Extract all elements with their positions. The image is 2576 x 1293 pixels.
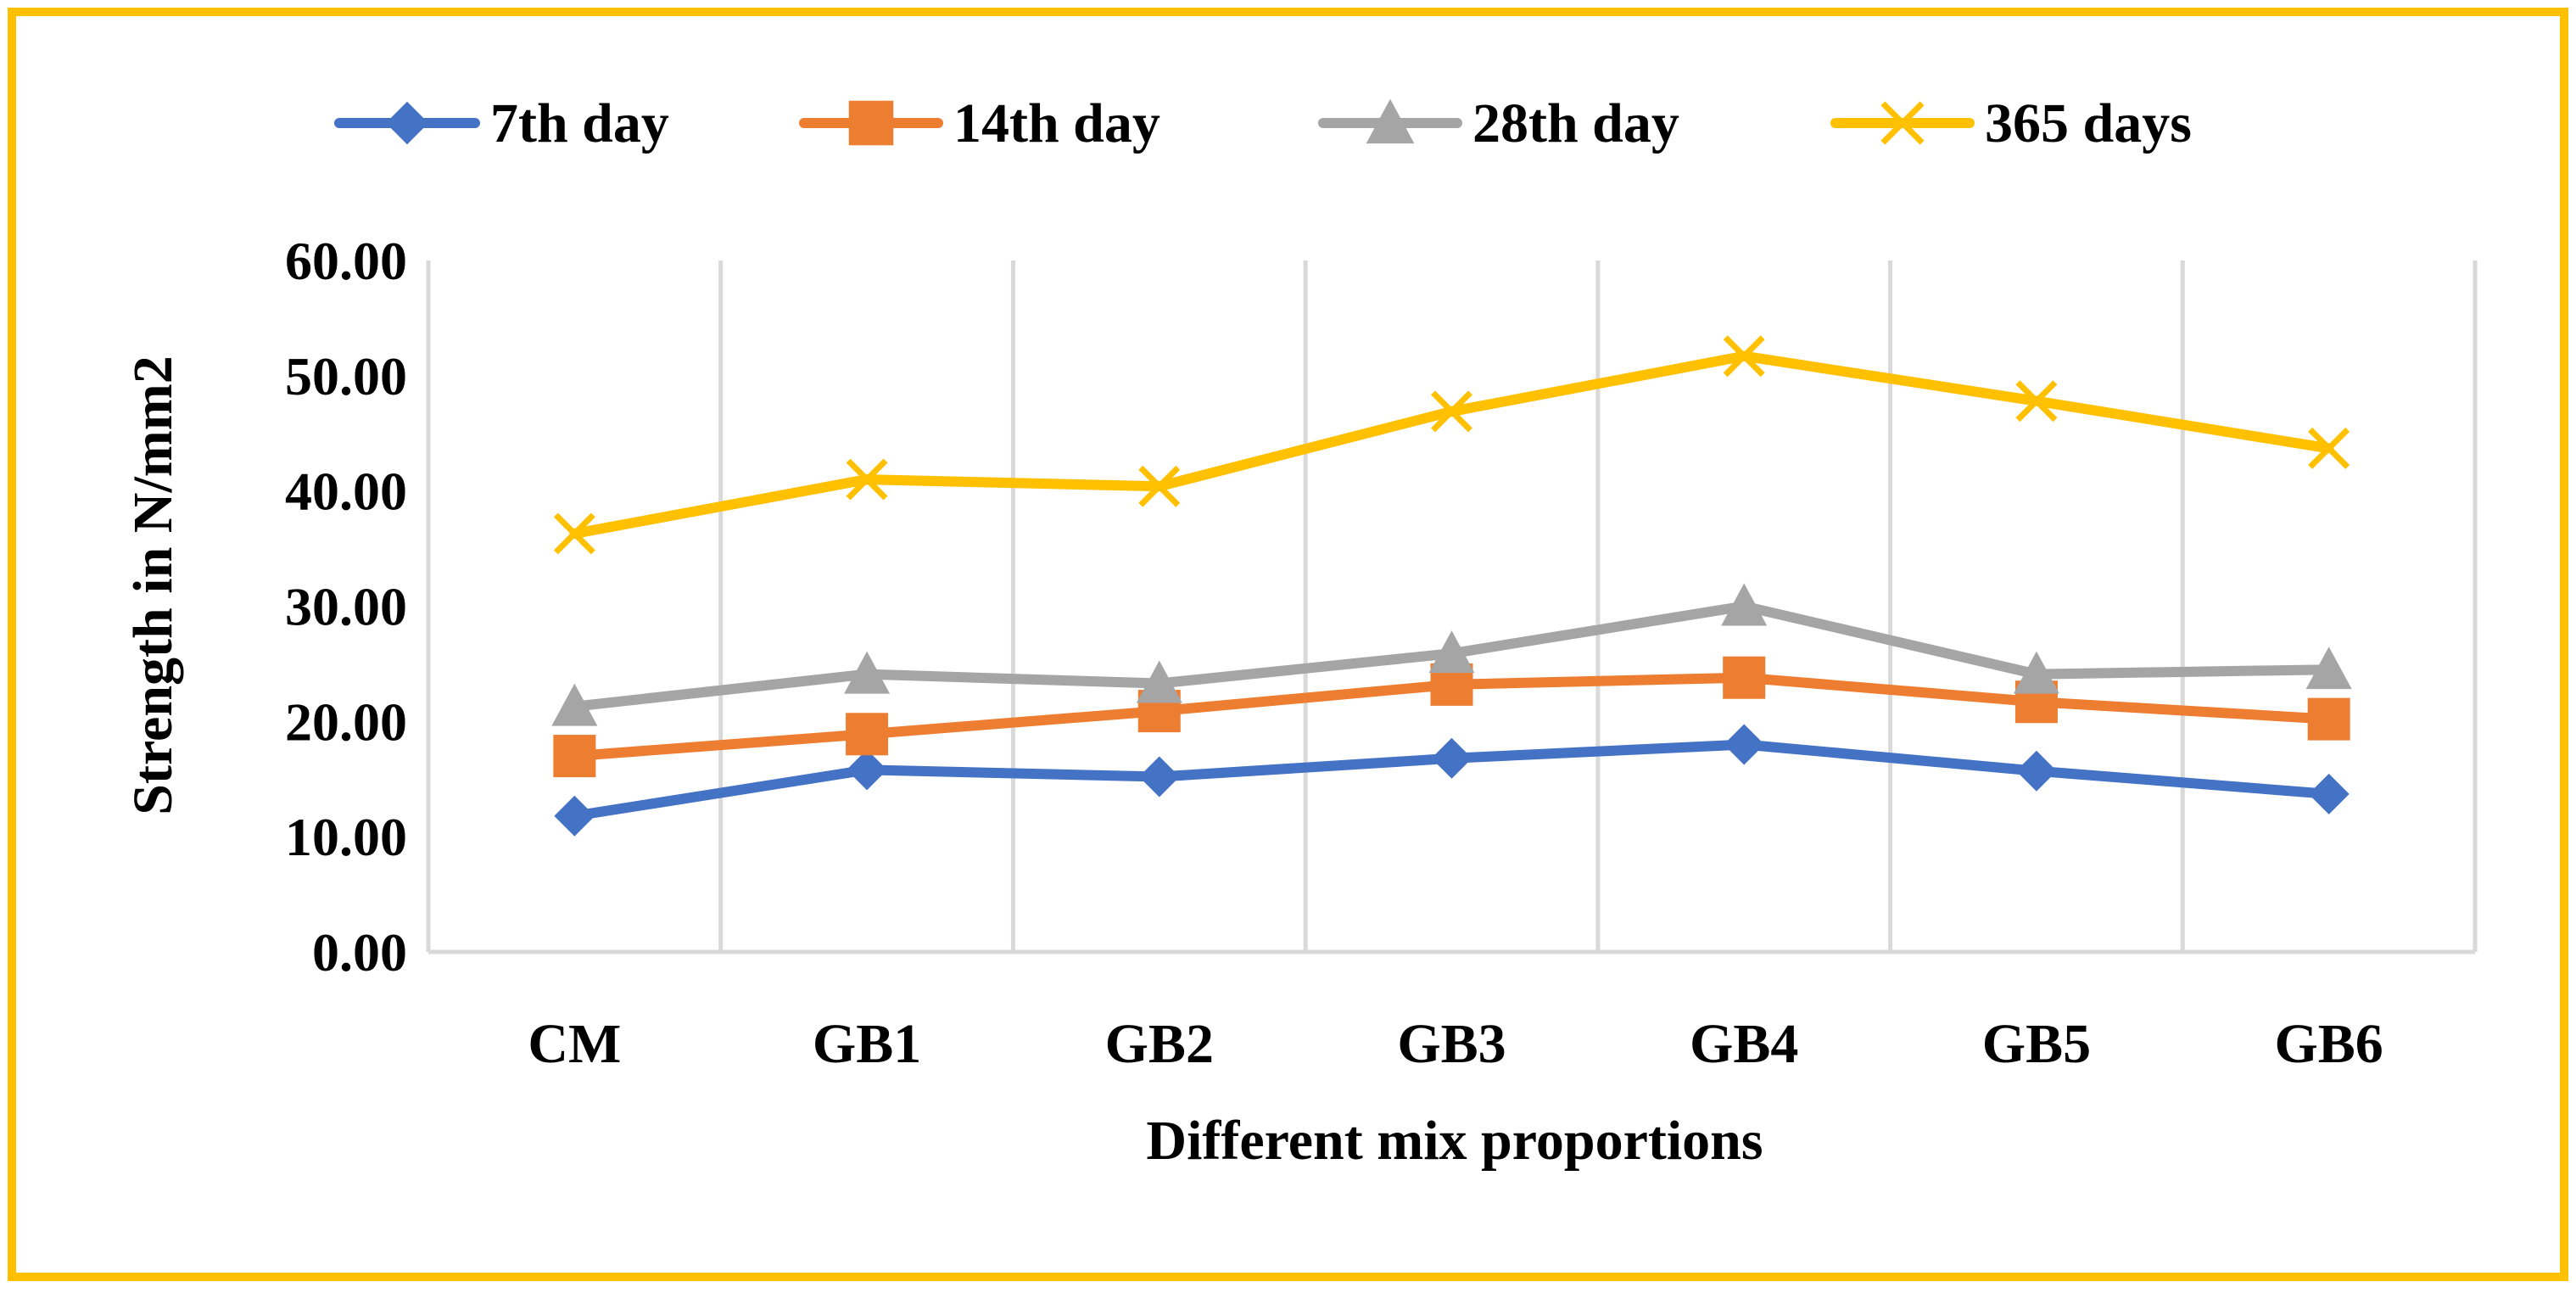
y-tick-label: 20.00 [285, 691, 407, 752]
data-point [2308, 427, 2350, 469]
x-axis-title: Different mix proportions [1146, 1110, 1763, 1172]
legend-marker [848, 100, 894, 146]
data-point [1138, 465, 1181, 507]
data-point [844, 651, 891, 694]
y-tick-label: 50.00 [285, 346, 407, 406]
y-tick-label: 10.00 [285, 807, 407, 867]
data-point [847, 749, 888, 791]
x-tick-label: GB4 [1690, 1013, 1798, 1075]
data-point [846, 713, 889, 756]
series-layer [551, 335, 2352, 837]
data-point [1431, 737, 1472, 779]
y-axis-title: Strength in N/mm2 [122, 355, 184, 814]
legend-item: 365 days [1830, 92, 2192, 154]
legend-marker [1366, 98, 1415, 144]
data-point [1138, 756, 1180, 798]
series-28th-day [551, 583, 2352, 726]
data-point [1431, 390, 1472, 433]
data-point [1136, 660, 1182, 703]
legend-item: 14th day [799, 92, 1160, 154]
data-point [553, 512, 595, 555]
data-point [2015, 750, 2057, 792]
series-365-days [553, 335, 2350, 555]
y-tick-label: 30.00 [285, 577, 407, 637]
legend-marker [1880, 101, 1925, 145]
legend-label: 14th day [953, 92, 1160, 154]
x-tick-label: GB5 [1982, 1013, 2091, 1075]
data-point [1428, 630, 1475, 674]
grid-layer [426, 260, 2478, 952]
legend: 7th day 14th day 28th day 365 days [334, 92, 2192, 154]
data-point [2015, 380, 2058, 423]
y-tick-label: 40.00 [285, 462, 407, 522]
x-tick-label: GB3 [1397, 1013, 1506, 1075]
data-point [554, 795, 595, 837]
series-7th-day [554, 724, 2350, 837]
y-tick-label: 60.00 [285, 231, 407, 291]
legend-marker [385, 101, 429, 145]
data-point [2308, 773, 2350, 814]
legend-item: 7th day [334, 92, 669, 154]
data-point [1723, 656, 1766, 699]
legend-label: 7th day [490, 92, 669, 154]
data-point [846, 458, 888, 501]
x-tick-label: GB6 [2274, 1013, 2383, 1075]
y-tick-label: 0.00 [312, 922, 407, 982]
data-point [553, 735, 596, 778]
legend-label: 28th day [1472, 92, 1679, 154]
x-tick-label: GB1 [813, 1013, 921, 1075]
data-point [1724, 724, 1765, 765]
x-tick-label: GB2 [1105, 1013, 1214, 1075]
legend-item: 28th day [1318, 92, 1679, 154]
data-point [2305, 646, 2352, 690]
data-point [1721, 583, 1768, 626]
data-point [2013, 651, 2059, 694]
data-point [2307, 697, 2350, 741]
axis-layer: 0.00 10.00 20.00 30.00 40.00 50.00 60.00 CM GB1 G… [285, 231, 2475, 1075]
legend-label: 365 days [1985, 92, 2192, 154]
chart-border [8, 8, 2568, 1281]
data-point [551, 683, 598, 726]
x-tick-label: CM [528, 1013, 621, 1075]
data-point [1723, 335, 1765, 378]
